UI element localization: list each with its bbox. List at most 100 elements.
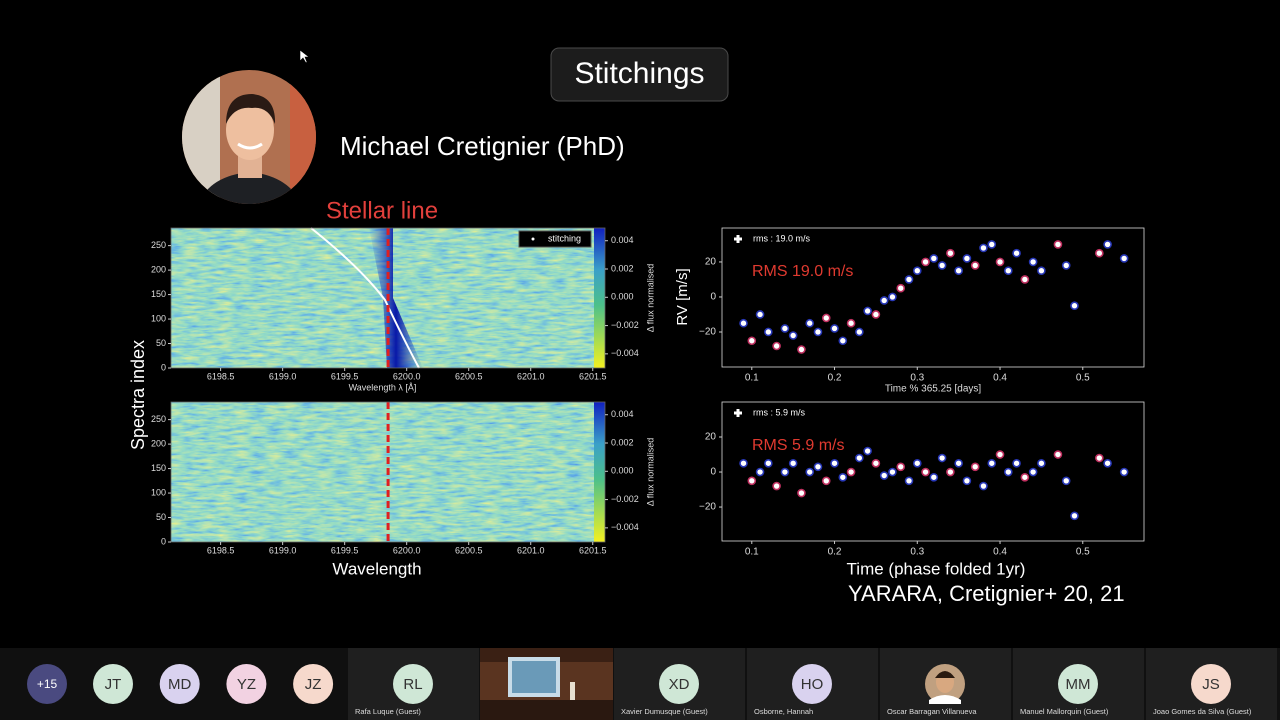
axis-label: Wavelength λ [Å] [349,382,417,392]
stellar-line-annotation: Stellar line [326,197,438,224]
rv-point [879,296,889,305]
y-tick-label: 50 [156,512,166,522]
colorbar-tick-label: −0.004 [611,348,639,358]
rv-point [805,467,815,477]
rv-point [780,324,790,333]
rv-point [788,331,798,340]
legend-label: rms : 19.0 m/s [753,233,811,243]
rv-point [888,292,897,302]
rv-point [1103,458,1112,468]
x-tick-label: 6198.5 [207,545,235,555]
y-tick-label: 20 [705,257,717,268]
rv-point [929,254,939,263]
avatar[interactable] [159,664,200,704]
avatar[interactable] [226,664,267,704]
avatar-initials: JT [105,676,122,693]
rv-point [962,254,972,263]
presenter-name: Michael Cretignier (PhD) [340,131,625,161]
rv-point [929,472,939,482]
avatar-initials: HO [801,676,824,693]
rv-point [946,248,955,258]
x-tick-label: 0.1 [745,373,759,384]
colorbar-tick-label: 0.000 [611,466,634,476]
heatmap-texture [171,402,594,542]
rv-point [937,261,947,270]
rv-point [1003,467,1013,477]
x-tick-label: 6200.0 [393,545,421,555]
x-tick-label: 6201.0 [517,371,545,381]
rv-point [888,467,897,477]
x-tick-label: 0.4 [993,547,1007,558]
line-feature-band [369,228,423,368]
participant-name: Osborne, Hannah [754,707,813,716]
x-tick-label: 6199.0 [269,371,297,381]
x-tick-label: 0.5 [1076,373,1090,384]
rv-point [747,476,757,486]
slide-title: Stitchings [574,57,704,90]
rv-point [1119,254,1129,263]
y-tick-label: 150 [151,289,166,299]
colorbar-tick-label: −0.002 [611,494,639,504]
x-tick-label: 6200.0 [393,371,421,381]
avatar[interactable] [93,664,133,704]
participant-shirt [929,695,961,704]
legend-marker [734,235,742,243]
x-tick-label: 0.4 [993,373,1007,384]
colorbar-tick-label: 0.000 [611,292,634,302]
x-tick-label: 6199.0 [269,545,297,555]
rv-x-label: Time (phase folded 1yr) [847,559,1026,578]
y-tick-label: 0 [710,467,716,478]
rv-point [1095,248,1104,258]
rv-point [755,467,765,477]
rv-point [1012,458,1021,468]
rv-point [855,453,864,463]
rv-point [904,476,914,486]
rv-point [1020,472,1030,482]
colorbar [594,402,605,542]
rv-point [1020,275,1030,284]
rv-point [739,318,748,328]
rv-point [995,257,1005,267]
y-tick-label: 250 [151,240,166,250]
rv-point [830,458,839,468]
x-tick-label: 6201.5 [579,371,607,381]
x-tick-label: 6198.5 [207,371,235,381]
rms-annotation: RMS 5.9 m/s [752,437,844,454]
y-tick-label: 200 [151,264,166,274]
rv-point [805,318,815,328]
participant-name: Xavier Dumusque (Guest) [621,707,708,716]
heatmap-frame [170,227,606,369]
rv-point [954,458,963,468]
legend-box [518,230,592,248]
overflow-avatar[interactable] [27,664,67,704]
rv-point [838,336,848,346]
avatar [393,664,433,704]
rv-point [954,266,963,276]
x-tick-label: 0.2 [828,547,842,558]
x-tick-label: 0.2 [828,373,842,384]
rv-point [1003,266,1013,276]
avatar[interactable] [293,664,334,704]
x-tick-label: 6200.5 [455,545,483,555]
colorbar-tick-label: −0.004 [611,522,639,532]
avatar [1191,664,1231,704]
rv-point [764,327,773,337]
x-tick-label: 0.3 [910,547,924,558]
rv-point [780,467,790,477]
rv-point [1037,458,1046,468]
rv-point [871,310,881,319]
rv-point [863,306,872,316]
rv-point [904,275,914,284]
participant-name: Joao Gomes da Silva (Guest) [1153,707,1252,716]
heatmap-frame [170,401,606,543]
rv-point [1119,467,1129,477]
title-box [550,47,729,102]
y-tick-label: 100 [151,313,166,323]
rv-point [788,458,798,468]
rv-point [821,476,831,486]
rv-point [921,257,930,267]
rv-point [1103,240,1112,249]
rv-point [813,327,823,337]
y-tick-label: 200 [151,438,166,448]
rv-point [912,458,922,468]
